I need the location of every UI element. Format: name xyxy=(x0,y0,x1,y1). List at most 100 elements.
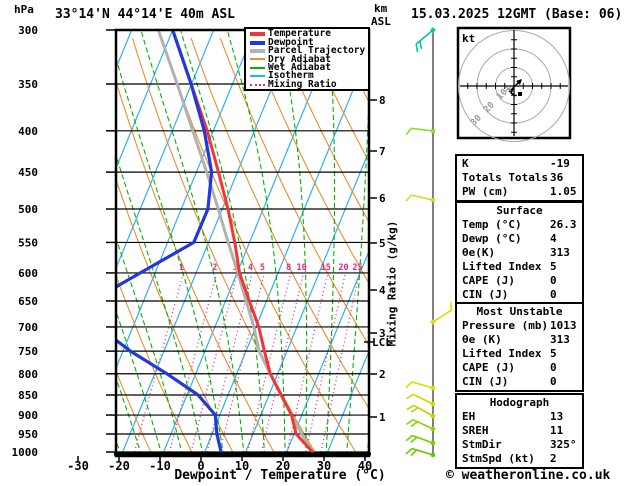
legend-item: Isotherm xyxy=(248,71,368,80)
pressure-tick-label: 850 xyxy=(18,389,38,402)
temperature-curve xyxy=(171,30,315,456)
panel-row: EH 13 xyxy=(459,410,580,424)
panel-row: Dewp (°C) 4 xyxy=(459,232,580,246)
pressure-tick-label: 700 xyxy=(18,321,38,334)
mixing-ratio-line xyxy=(189,274,238,456)
wet-adiabat-line xyxy=(226,30,286,456)
legend-swatch-thick xyxy=(250,40,265,45)
panel-row-value: 5 xyxy=(550,260,557,273)
mixing-ratio-line xyxy=(319,274,360,456)
footer-watermark: © weatheronline.co.uk xyxy=(446,468,611,483)
legend-label: Parcel Trajectory xyxy=(268,45,366,57)
panel-row-label: Lifted Index xyxy=(462,347,542,360)
panel-row: θe (K) 313 xyxy=(459,333,580,347)
temp-tick-label: 10 xyxy=(235,459,249,473)
panel-row: Lifted Index 5 xyxy=(459,260,580,274)
panel-hodograph: Hodograph EH 13 SREH 11 StmDir 325° StmSpd (kt)… xyxy=(455,393,584,469)
panel-surface: Surface Temp (°C) 26.3 Dewp (°C) 4 θe(K) 313 Li… xyxy=(455,201,584,305)
dry-adiabat-line xyxy=(219,37,369,347)
mixing-ratio-label: 15 xyxy=(321,263,331,273)
wet-adiabat-line xyxy=(0,29,80,456)
legend-item: Temperature xyxy=(248,28,368,40)
panel-row-value: 313 xyxy=(550,333,570,346)
panel-row: Temp (°C) 26.3 xyxy=(459,218,580,232)
panel-row: PW (cm) 1.05 xyxy=(459,185,580,199)
km-tick-label: 6 xyxy=(379,192,386,205)
pressure-tick-label: 550 xyxy=(18,236,38,249)
parcel-trajectory-curve xyxy=(156,30,315,456)
dry-adiabat-line xyxy=(278,37,369,224)
panel-row-value: 1.05 xyxy=(550,185,577,198)
legend-item: Dewpoint xyxy=(248,36,368,48)
panel-row-label: StmSpd (kt) xyxy=(462,452,535,465)
wind-barb xyxy=(405,434,436,446)
wind-barb xyxy=(405,194,436,203)
wet-adiabat-line xyxy=(0,29,19,456)
panel-stability-indices: K -19 Totals Totals 36 PW (cm) 1.05 xyxy=(455,154,584,202)
hodograph-trace-arrow xyxy=(516,79,522,85)
legend-item: Wet Adiabat xyxy=(248,63,368,72)
km-tick-label: 1 xyxy=(379,411,386,424)
temp-tick-label: 40 xyxy=(358,459,372,473)
panel-row-label: EH xyxy=(462,410,476,423)
chart-datetime: 15.03.2025 12GMT (Base: 06) xyxy=(411,7,623,22)
temp-tick-label: -20 xyxy=(108,459,130,473)
legend-swatch-thin xyxy=(250,75,265,78)
wet-adiabat-line xyxy=(140,30,245,456)
hodograph-unit-label: kt xyxy=(462,32,475,45)
isotherm-line xyxy=(0,30,9,456)
mixing-ratio-label: 2 xyxy=(212,263,217,273)
temp-tick-label: 0 xyxy=(197,459,204,473)
panel-title: Hodograph xyxy=(489,396,550,409)
mixing-ratio-line xyxy=(285,274,329,456)
dry-adiabat-line xyxy=(161,37,359,456)
pressure-tick-label: 650 xyxy=(18,295,38,308)
wet-adiabat-line xyxy=(278,30,308,456)
panel-title: Surface xyxy=(496,204,543,217)
legend-swatch-dotted xyxy=(250,83,265,86)
isotherm-line xyxy=(0,30,91,456)
legend-label: Temperature xyxy=(268,28,331,40)
km-tick-label: 5 xyxy=(379,237,386,250)
legend-swatch-thin xyxy=(250,66,265,69)
km-tick-label: 2 xyxy=(379,368,386,381)
wet-adiabat-line xyxy=(0,29,101,456)
panel-row-label: θe(K) xyxy=(462,246,496,259)
legend-swatch-thick xyxy=(250,48,265,53)
dry-adiabat-line xyxy=(116,177,236,456)
wind-barb xyxy=(406,404,436,419)
panel-row-value: 1013 xyxy=(550,319,577,332)
altitude-unit-km-label: km xyxy=(374,2,388,15)
lcl-label: LCL xyxy=(372,336,392,349)
panel-row-label: CIN (J) xyxy=(462,375,509,388)
mixing-ratio-line xyxy=(132,274,184,456)
pressure-tick-label: 1000 xyxy=(12,446,39,459)
mixing-ratio-label: 8 xyxy=(286,263,291,273)
panel-row-label: Lifted Index xyxy=(462,260,542,273)
x-axis-title: Dewpoint / Temperature (°C) xyxy=(174,468,386,483)
wind-barb xyxy=(406,418,436,432)
panel-row-value: 2 xyxy=(550,452,557,465)
panel-row-value: 5 xyxy=(550,347,557,360)
legend-item: Dry Adiabat xyxy=(248,55,368,64)
temp-tick-label: -10 xyxy=(149,459,171,473)
pressure-tick-label: 400 xyxy=(18,125,38,138)
panel-row-label: Totals Totals xyxy=(462,171,549,184)
pressure-tick-label: 900 xyxy=(18,409,38,422)
temp-tick-label: 30 xyxy=(317,459,331,473)
mixing-ratio-axis-title: Mixing Ratio (g/kg) xyxy=(385,220,399,347)
km-tick-label: 8 xyxy=(379,94,386,107)
legend-item: Mixing Ratio xyxy=(248,78,368,90)
wind-barb xyxy=(405,447,436,458)
panel-row-value: 36 xyxy=(550,171,564,184)
pressure-tick-label: 750 xyxy=(18,345,38,358)
legend-item: Parcel Trajectory xyxy=(248,45,368,57)
panel-row-value: -19 xyxy=(550,157,570,170)
legend-label: Mixing Ratio xyxy=(268,78,337,90)
pressure-unit-label: hPa xyxy=(14,3,34,16)
panel-row-label: PW (cm) xyxy=(462,185,509,198)
legend-label: Dewpoint xyxy=(268,36,314,48)
panel-row: CIN (J) 0 xyxy=(459,375,580,389)
wet-adiabat-line xyxy=(116,153,204,456)
